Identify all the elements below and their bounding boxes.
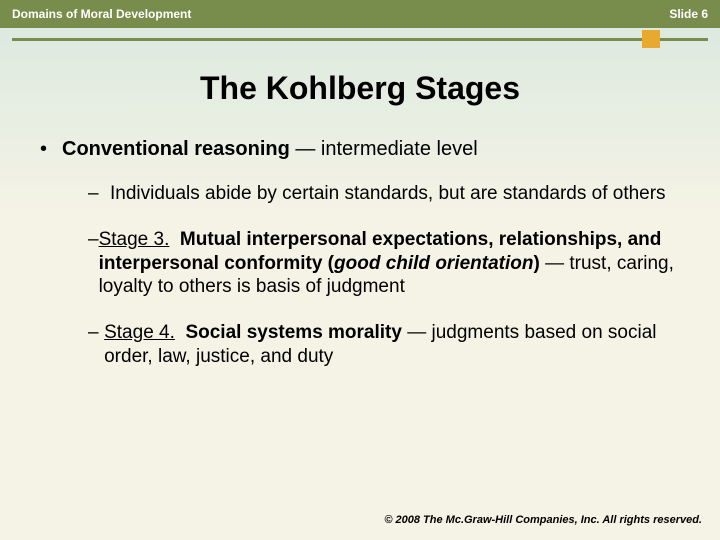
slide-number: Slide 6: [669, 7, 708, 21]
content-area: • Conventional reasoning — intermediate …: [0, 137, 720, 369]
sub-item-3: – Stage 4. Social systems morality — jud…: [88, 321, 680, 369]
sub-list: – Individuals abide by certain standards…: [88, 182, 680, 369]
dash-icon: –: [88, 228, 99, 299]
sub-item-2: – Stage 3. Mutual interpersonal expectat…: [88, 228, 680, 299]
header-bar: Domains of Moral Development Slide 6: [0, 0, 720, 28]
stage4-label: Stage 4.: [104, 322, 175, 343]
dash-icon: –: [88, 321, 104, 369]
stage3-label: Stage 3.: [99, 229, 170, 250]
slide-title: The Kohlberg Stages: [0, 70, 720, 107]
sub2-text: Stage 3. Mutual interpersonal expectatio…: [99, 228, 680, 299]
stage3-ital: good child orientation: [334, 253, 533, 274]
sub1-text: Individuals abide by certain standards, …: [110, 182, 666, 206]
dash-icon: –: [88, 182, 110, 206]
rule-line: [12, 38, 708, 41]
bullet-dot: •: [40, 137, 62, 162]
header-rule: [0, 34, 720, 46]
header-left: Domains of Moral Development: [12, 7, 191, 21]
bullet-main: • Conventional reasoning — intermediate …: [40, 137, 680, 162]
bullet-lead-bold: Conventional reasoning: [62, 138, 290, 160]
stage4-bold: Social systems morality: [185, 322, 402, 343]
bullet-text: Conventional reasoning — intermediate le…: [62, 137, 478, 162]
bullet-lead-rest: — intermediate level: [290, 138, 478, 160]
accent-box: [642, 30, 660, 48]
sub3-text: Stage 4. Social systems morality — judgm…: [104, 321, 680, 369]
sub-item-1: – Individuals abide by certain standards…: [88, 182, 680, 206]
copyright-footer: © 2008 The Mc.Graw-Hill Companies, Inc. …: [384, 514, 702, 526]
